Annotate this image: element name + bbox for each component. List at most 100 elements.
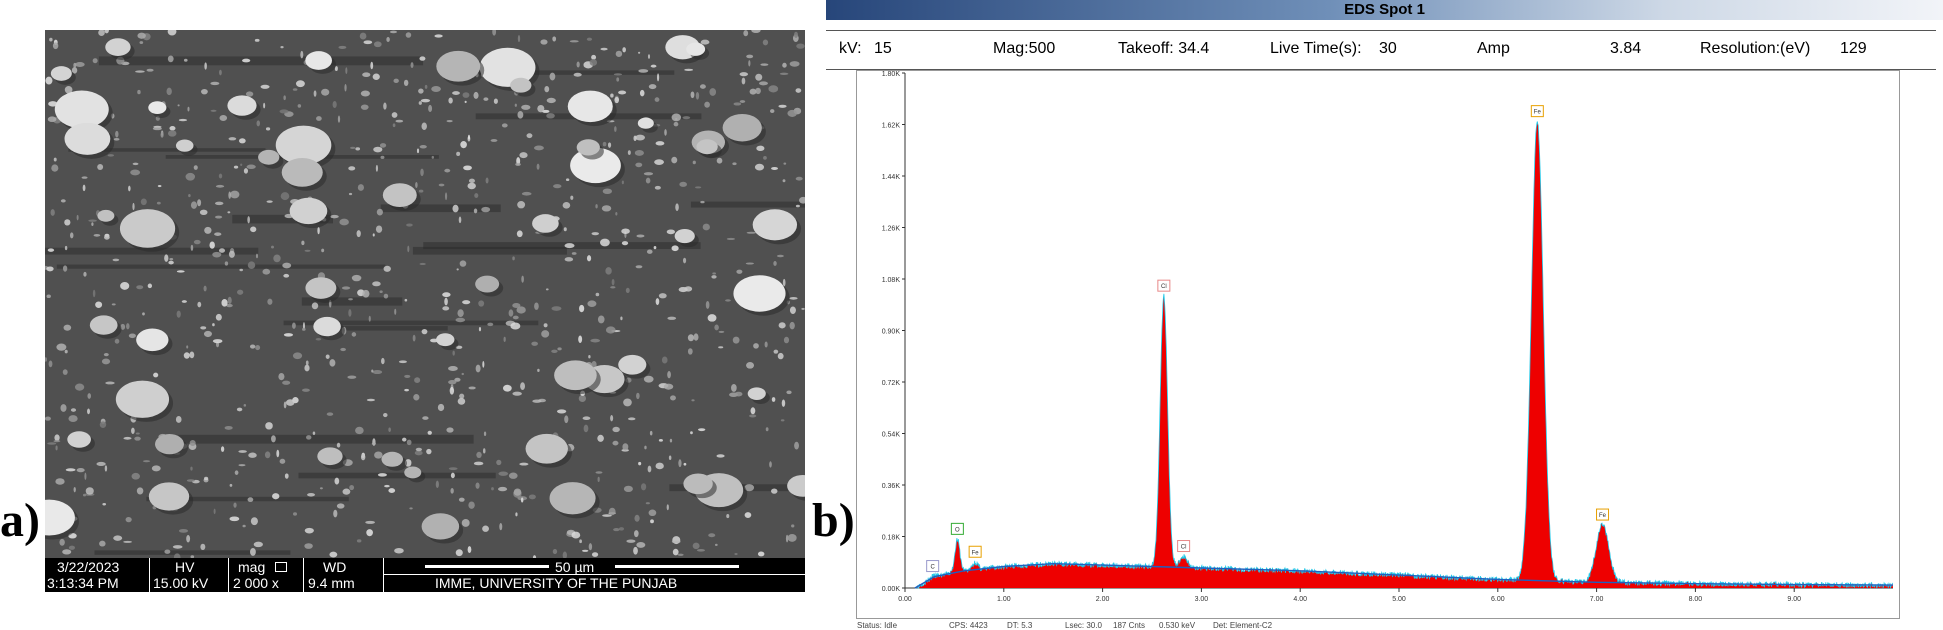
sem-particle	[789, 321, 795, 330]
sem-particle	[181, 300, 187, 303]
sem-particle	[240, 163, 243, 167]
sem-particle	[168, 260, 174, 265]
sem-particle	[626, 539, 636, 543]
sem-particle	[745, 262, 754, 265]
sem-particle	[482, 525, 489, 532]
sem-particle	[271, 245, 274, 249]
sem-particle	[137, 89, 141, 95]
sem-particle	[482, 360, 485, 368]
sem-particle	[712, 272, 716, 275]
sem-particle	[415, 182, 418, 189]
sem-particle	[120, 281, 130, 290]
sem-particle	[576, 61, 580, 68]
sem-mag-value: 2 000 x	[233, 575, 279, 591]
sem-particle	[306, 435, 312, 440]
sem-large-particle	[317, 447, 343, 466]
sem-particle	[338, 45, 347, 49]
sem-particle	[75, 62, 85, 67]
sem-particle	[325, 354, 330, 359]
sem-particle	[250, 548, 256, 556]
sem-particle	[654, 159, 664, 166]
sem-particle	[334, 66, 338, 72]
sem-particle	[384, 484, 390, 488]
sem-large-particle	[747, 387, 766, 400]
sem-particle	[726, 514, 730, 519]
sem-particle	[414, 450, 423, 456]
sem-large-particle	[570, 147, 621, 184]
sem-particle	[60, 404, 67, 412]
sem-particle	[771, 166, 778, 170]
sem-particle	[92, 58, 98, 64]
y-tick-label: 0.90K	[882, 329, 901, 336]
sem-particle	[62, 369, 68, 375]
sem-particle	[734, 552, 738, 556]
sem-particle	[475, 482, 480, 489]
sem-particle	[591, 361, 597, 369]
sem-particle	[48, 101, 58, 107]
sem-particle	[669, 438, 673, 443]
sem-particle	[265, 127, 271, 131]
sem-large-particle	[549, 482, 596, 515]
sem-particle	[142, 460, 151, 463]
sem-particle	[391, 112, 398, 118]
sem-particle	[756, 145, 765, 152]
sem-particle	[95, 301, 103, 308]
sem-large-particle	[381, 451, 404, 467]
x-tick-label: 3.00	[1195, 596, 1209, 603]
sem-particle	[140, 198, 147, 206]
sem-particle	[791, 524, 795, 528]
sem-particle	[421, 329, 428, 335]
sem-particle	[228, 191, 232, 199]
sem-shadow	[94, 550, 291, 555]
sem-particle	[153, 372, 159, 378]
sem-particle	[666, 229, 675, 235]
sem-particle	[517, 200, 526, 209]
sem-particle	[520, 382, 525, 391]
sem-particle	[634, 514, 640, 522]
peak-label: O	[955, 527, 960, 533]
sem-particle	[512, 256, 515, 261]
sem-particle	[528, 494, 536, 500]
sem-large-particle	[105, 38, 131, 56]
sem-particle	[381, 357, 385, 365]
sem-particle	[333, 509, 338, 518]
sem-large-particle	[404, 466, 422, 479]
sem-particle	[786, 390, 792, 395]
sem-particle	[512, 391, 522, 396]
sem-particle	[579, 304, 585, 313]
sem-large-particle	[119, 209, 176, 248]
sem-particle	[82, 184, 86, 192]
sem-particle	[796, 43, 805, 49]
sem-particle	[203, 330, 212, 338]
sem-particle	[744, 512, 752, 519]
sem-particle	[292, 352, 303, 360]
sem-particle	[152, 127, 162, 131]
sem-particle	[190, 555, 195, 559]
sem-particle	[410, 62, 414, 68]
status-kev: 0.530 keV	[1159, 621, 1196, 630]
sem-particle	[517, 35, 521, 43]
sem-particle	[178, 528, 189, 533]
sem-particle	[132, 162, 139, 166]
sem-particle	[498, 471, 509, 476]
sem-large-particle	[436, 50, 481, 82]
sem-particle	[302, 322, 305, 330]
peak-marker-cl	[1157, 279, 1171, 292]
sem-particle	[336, 442, 341, 448]
sem-particle	[99, 421, 107, 429]
sem-particle	[357, 184, 364, 191]
sem-particle	[656, 73, 660, 82]
sem-particle	[612, 440, 619, 446]
sem-particle	[84, 472, 87, 480]
sem-particle	[534, 302, 539, 310]
sem-particle	[595, 292, 600, 297]
sem-particle	[458, 216, 462, 224]
sem-particle	[755, 73, 763, 81]
sem-large-particle	[510, 77, 532, 93]
sem-particle	[732, 336, 740, 344]
eds-acquisition-info: kV: 15 Mag:500 Takeoff: 34.4 Live Time(s…	[826, 30, 1936, 70]
sem-particle	[68, 545, 76, 550]
sem-particle	[105, 381, 115, 385]
sem-particle	[733, 102, 742, 106]
sem-shadow	[690, 201, 805, 208]
